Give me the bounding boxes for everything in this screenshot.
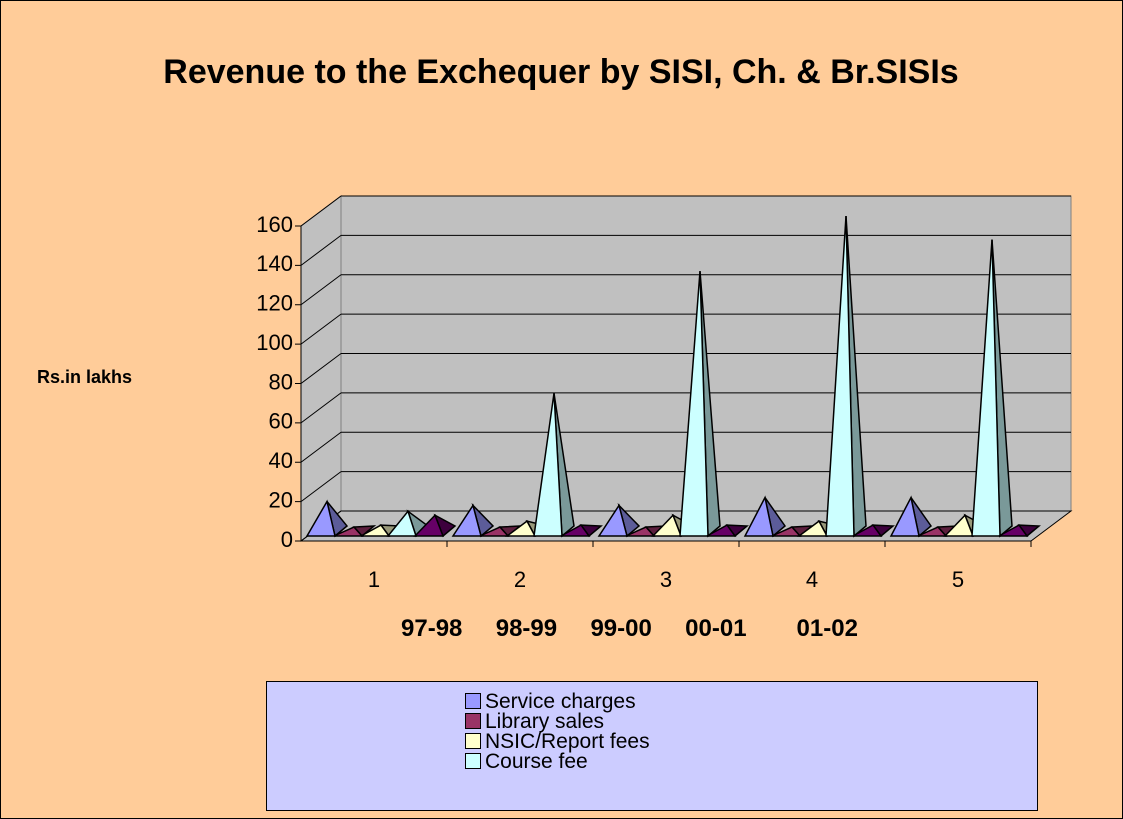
legend-label: Service charges [485, 690, 636, 713]
pyramid [597, 502, 641, 538]
y-tick-label: 80 [269, 369, 293, 394]
pyramid [743, 495, 787, 538]
x-tick-label: 1 [368, 567, 380, 592]
legend-item: NSIC/Report fees [465, 730, 650, 753]
legend-label: Library sales [485, 710, 605, 733]
legend-label: NSIC/Report fees [485, 730, 650, 753]
legend-label: Course fee [485, 750, 588, 773]
legend: Service charges Library sales NSIC/Report … [266, 681, 1038, 811]
legend-item: Library sales [465, 710, 605, 733]
pyramid [889, 495, 933, 538]
legend-swatch [465, 713, 481, 729]
pyramid [825, 215, 867, 538]
y-tick-label: 0 [281, 527, 293, 552]
pyramid [679, 271, 721, 538]
grid-line [300, 471, 342, 503]
y-tick-label: 20 [269, 487, 293, 512]
y-tick-label: 100 [256, 330, 293, 355]
chart-title: Revenue to the Exchequer by SISI, Ch. & … [163, 53, 959, 91]
y-tick-label: 60 [269, 409, 293, 434]
pyramid [971, 239, 1013, 538]
grid-line [300, 234, 342, 266]
x-tick-label: 3 [660, 567, 672, 592]
pyramid [560, 524, 603, 538]
grid-line [300, 431, 342, 463]
legend-item: Course fee [465, 750, 588, 773]
legend-swatch [465, 753, 481, 769]
grid-line [300, 313, 342, 345]
pyramid [533, 393, 575, 538]
pyramid [998, 524, 1041, 538]
y-axis-title: Rs.in lakhs [37, 367, 133, 387]
y-tick-label: 140 [256, 251, 293, 276]
grid-line [300, 274, 342, 306]
legend-item: Service charges [465, 690, 636, 713]
pyramid [333, 525, 377, 538]
x-axis-title: 97-98 98-99 99-00 00-01 01-02 [401, 615, 858, 642]
legend-swatch [465, 733, 481, 749]
grid-line [300, 392, 342, 424]
grid-line [300, 353, 342, 384]
y-tick-label: 40 [269, 448, 293, 473]
y-tick-label: 120 [256, 291, 293, 316]
legend-swatch [465, 693, 481, 709]
pyramid [305, 499, 349, 538]
pyramid [451, 502, 495, 538]
pyramid [706, 524, 749, 538]
x-tick-label: 2 [514, 567, 526, 592]
pyramid [852, 524, 895, 538]
y-tick-label: 160 [256, 212, 293, 237]
grid-line [300, 195, 342, 227]
pyramid [413, 513, 457, 538]
x-tick-label: 4 [806, 567, 818, 592]
x-tick-label: 5 [952, 567, 964, 592]
